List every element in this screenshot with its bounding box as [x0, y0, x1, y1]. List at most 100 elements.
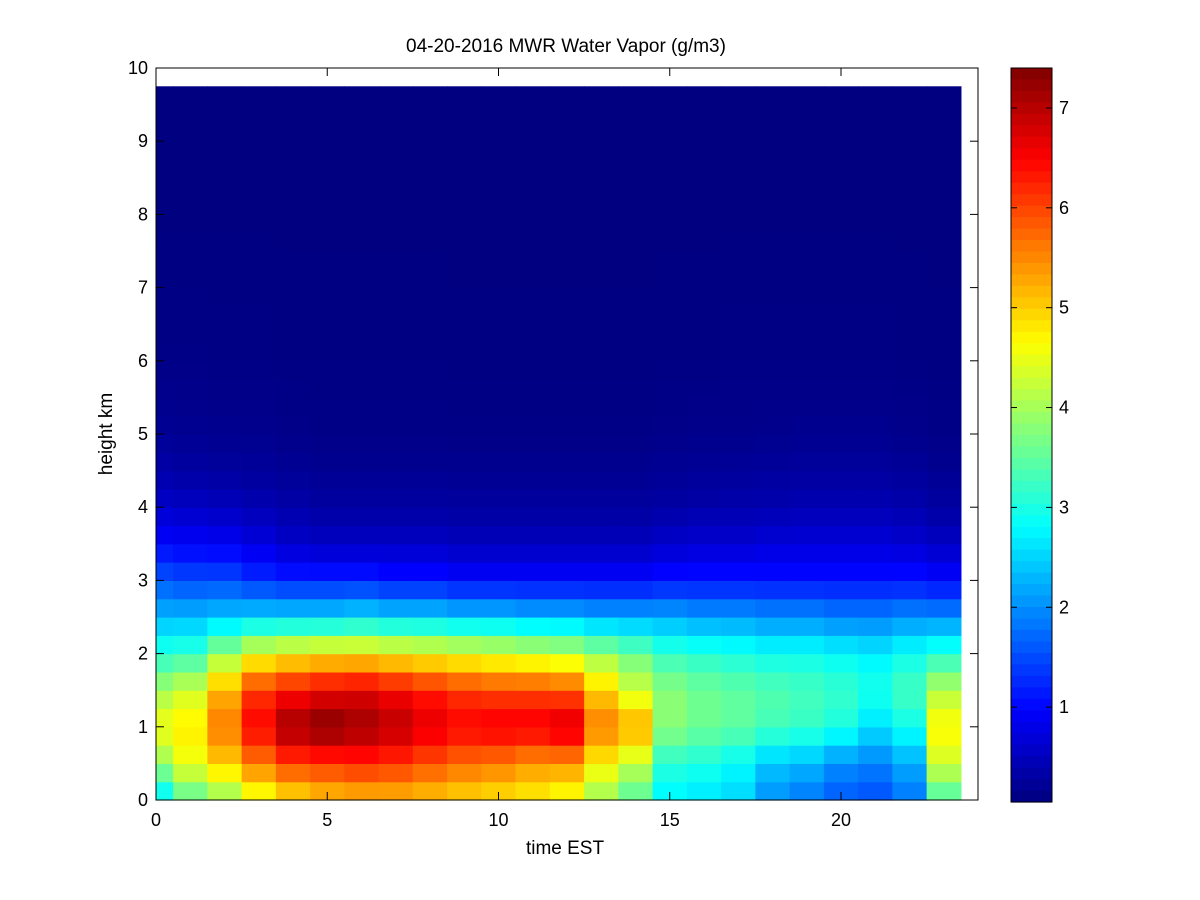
heatmap-cell	[156, 580, 174, 600]
heatmap-cell	[823, 214, 859, 234]
heatmap-cell	[892, 104, 928, 124]
heatmap-cell	[207, 781, 243, 801]
heatmap-cell	[789, 214, 825, 234]
heatmap-cell	[926, 379, 962, 398]
heatmap-cell	[156, 781, 174, 801]
heatmap-cell	[241, 397, 277, 417]
heatmap-cell	[447, 745, 482, 764]
heatmap-cell	[789, 397, 825, 417]
heatmap-cell	[412, 397, 448, 417]
heatmap-cell	[156, 617, 174, 636]
heatmap-cell	[447, 104, 482, 124]
heatmap-cell	[892, 580, 928, 600]
heatmap-cell	[156, 763, 174, 783]
heatmap-cell	[275, 671, 311, 691]
heatmap-cell	[721, 324, 756, 344]
heatmap-cell	[412, 141, 448, 161]
heatmap-cell	[618, 690, 654, 710]
heatmap-cell	[173, 525, 208, 545]
heatmap-cell	[275, 324, 311, 344]
heatmap-cell	[721, 763, 756, 783]
heatmap-cell	[156, 726, 174, 746]
heatmap-cell	[549, 177, 585, 197]
heatmap-cell	[275, 232, 311, 252]
colorbar-segment	[1011, 641, 1052, 654]
heatmap-cell	[156, 598, 174, 618]
heatmap-cell	[549, 763, 585, 783]
heatmap-cell	[515, 543, 551, 563]
colorbar-segment	[1011, 469, 1052, 482]
heatmap-cell	[892, 305, 928, 325]
heatmap-cell	[173, 690, 208, 710]
heatmap-cell	[207, 104, 243, 124]
heatmap-cell	[584, 690, 619, 710]
heatmap-cell	[686, 617, 722, 636]
colorbar-segment	[1011, 480, 1052, 493]
heatmap-cell	[823, 507, 859, 527]
colorbar-segment	[1011, 698, 1052, 711]
heatmap-cell	[275, 177, 311, 197]
colorbar-segment	[1011, 148, 1052, 161]
x-tick-label: 5	[322, 810, 332, 830]
heatmap-cell	[156, 104, 174, 124]
heatmap-cell	[892, 251, 928, 270]
heatmap-cell	[549, 488, 585, 508]
heatmap-cell	[378, 745, 414, 764]
heatmap-cell	[156, 342, 174, 362]
heatmap-cell	[549, 434, 585, 453]
heatmap-cell	[241, 177, 277, 197]
heatmap-cell	[173, 397, 208, 417]
heatmap-cell	[207, 232, 243, 252]
heatmap-cell	[755, 781, 791, 801]
heatmap-cell	[207, 379, 243, 398]
heatmap-cell	[755, 305, 791, 325]
heatmap-cell	[652, 598, 688, 618]
heatmap-cell	[310, 470, 345, 490]
heatmap-cell	[156, 690, 174, 710]
heatmap-cell	[652, 214, 688, 234]
heatmap-cell	[789, 305, 825, 325]
heatmap-cell	[584, 635, 619, 655]
heatmap-cell	[515, 598, 551, 618]
heatmap-cell	[515, 397, 551, 417]
heatmap-cell	[686, 763, 722, 783]
heatmap-cell	[378, 86, 414, 106]
colorbar-tick-label: 4	[1059, 398, 1069, 418]
heatmap-cell	[686, 562, 722, 581]
heatmap-cell	[584, 653, 619, 673]
heatmap-cell	[858, 580, 893, 600]
heatmap-cell	[481, 708, 517, 728]
heatmap-cell	[481, 598, 517, 618]
heatmap-cell	[447, 269, 482, 289]
heatmap-cell	[721, 543, 756, 563]
heatmap-cell	[412, 122, 448, 142]
heatmap-cell	[447, 763, 482, 783]
heatmap-cell	[241, 141, 277, 161]
heatmap-cell	[481, 543, 517, 563]
heatmap-cell	[892, 122, 928, 142]
heatmap-cell	[584, 488, 619, 508]
heatmap-cell	[721, 781, 756, 801]
heatmap-cell	[156, 86, 174, 106]
heatmap-cell	[344, 434, 380, 453]
heatmap-cell	[173, 434, 208, 453]
heatmap-cell	[755, 726, 791, 746]
heatmap-cell	[447, 671, 482, 691]
heatmap-cell	[275, 360, 311, 380]
heatmap-cell	[344, 397, 380, 417]
heatmap-cell	[447, 543, 482, 563]
x-tick-label: 0	[151, 810, 161, 830]
heatmap-cell	[173, 763, 208, 783]
heatmap-cell	[481, 342, 517, 362]
heatmap-cell	[789, 434, 825, 453]
heatmap-cell	[549, 251, 585, 270]
heatmap-cell	[344, 86, 380, 106]
heatmap-cell	[447, 251, 482, 270]
heatmap-cell	[892, 452, 928, 472]
heatmap-cell	[926, 708, 962, 728]
heatmap-cell	[207, 86, 243, 106]
heatmap-cell	[549, 745, 585, 764]
heatmap-cell	[652, 324, 688, 344]
heatmap-cell	[344, 745, 380, 764]
heatmap-cell	[173, 86, 208, 106]
